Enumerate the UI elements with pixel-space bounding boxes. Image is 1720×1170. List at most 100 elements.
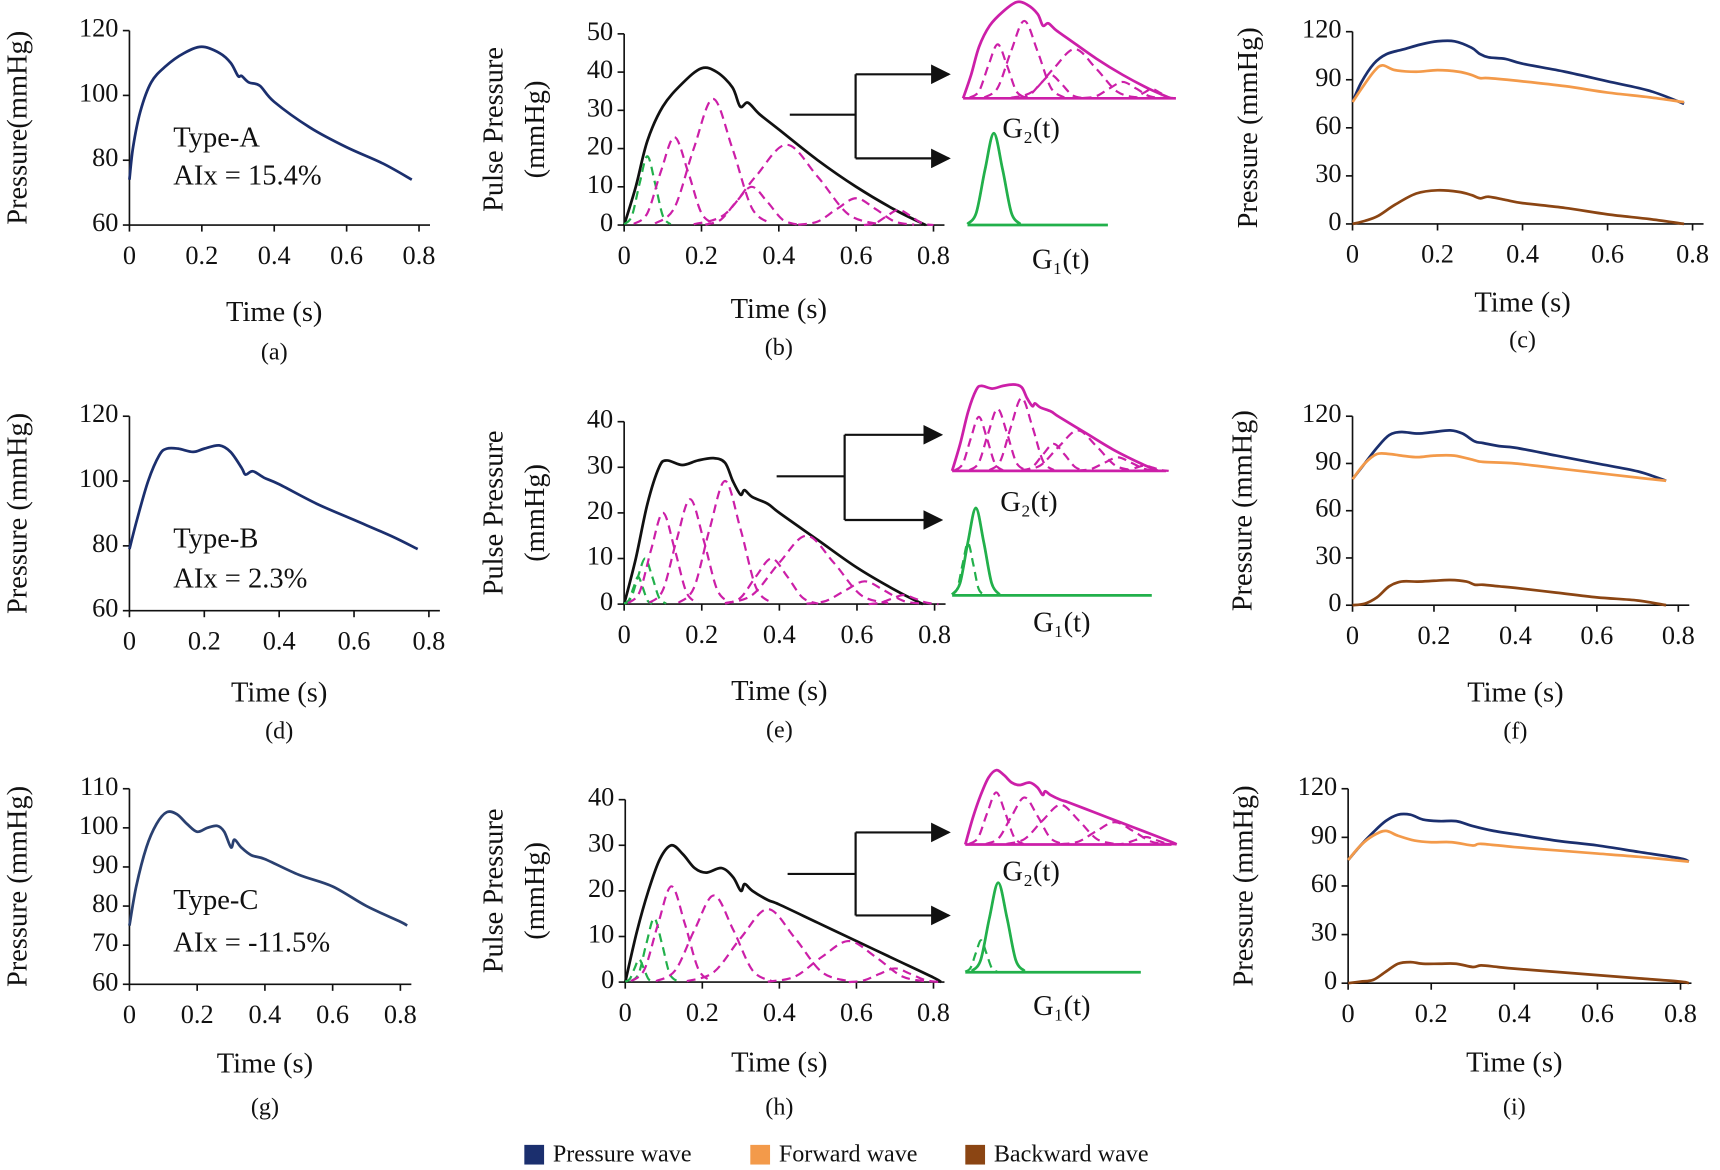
component-line [624,958,654,983]
inset-line [951,541,985,596]
y-tick-label: 0 [600,208,613,237]
y-tick-label: 0 [1328,588,1341,617]
line [623,843,942,984]
y-tick-label: 90 [1315,447,1341,476]
y-tick-label: 40 [587,55,613,84]
y-tick-label: 10 [588,920,614,949]
y-tick-label: 120 [1302,15,1341,44]
y-tick-label: 80 [92,529,118,558]
y-axis-label: Pressure (mmHg) [1233,27,1264,228]
inset-line [1006,803,1116,846]
annotation: Type-B [173,523,258,554]
y-tick-label: 90 [1315,63,1341,92]
y-tick-label: 20 [587,132,613,161]
y-tick-label: 80 [92,889,118,918]
component-line [705,185,799,226]
x-tick-label: 0.6 [840,998,873,1027]
y-tick-label: 120 [79,399,118,428]
inset-line [954,415,1004,472]
x-tick-label: 0.6 [338,627,371,656]
caption: (e) [766,717,793,743]
x-tick-label: 0 [1342,999,1355,1028]
component-line [627,511,699,605]
x-tick-label: 0.2 [188,627,221,656]
line [1351,428,1667,483]
component-line [724,534,889,605]
x-axis-label: Time (s) [231,677,327,708]
inset-label: G₂(t) [1002,857,1059,888]
inset-line [988,396,1055,471]
y-tick-label: 110 [80,772,119,801]
y-tick-label: 60 [92,594,118,623]
y-tick-label: 60 [92,967,118,996]
x-tick-label: 0.8 [1662,621,1695,650]
x-axis-label: Time (s) [1474,287,1570,318]
inset-line [969,43,1027,99]
y-tick-label: 40 [588,783,614,812]
caption: (a) [261,340,288,366]
y-tick-label: 120 [1298,772,1337,801]
inset-line [1127,87,1177,100]
x-tick-label: 0.2 [686,998,719,1027]
inset-line [1021,442,1087,472]
legend-label: Backward wave [994,1141,1149,1167]
component-line [654,97,772,225]
line [1347,812,1690,863]
x-tick-label: 0.8 [918,620,951,649]
caption: (g) [251,1094,279,1120]
component-line [724,557,819,605]
y-tick-label: 10 [587,542,613,571]
y-axis-label: Pressure(mmHg) [2,31,33,225]
x-tick-label: 0 [1346,240,1359,269]
y-tick-label: 20 [587,496,613,525]
inset-line [1021,429,1135,472]
x-tick-label: 0.8 [412,627,445,656]
inset-line [985,796,1064,845]
x-tick-label: 0 [123,241,136,270]
inset-line [970,881,1026,972]
y-tick-label: 30 [587,93,613,122]
y-tick-label: 100 [79,811,118,840]
component-line [863,208,934,227]
x-tick-label: 0.4 [763,998,796,1027]
x-tick-label: 0.8 [384,1000,417,1029]
y-tick-label: 30 [1311,918,1337,947]
x-tick-label: 0.4 [1506,240,1539,269]
line [128,810,408,927]
inset-line [1120,464,1169,472]
x-tick-label: 0 [618,620,631,649]
line [1351,39,1685,106]
y-tick-label: 70 [92,928,118,957]
component-line [848,967,942,984]
x-tick-label: 0.6 [840,241,873,270]
x-tick-label: 0.6 [316,1000,349,1029]
y-axis-label: Pressure (mmHg) [1229,785,1260,986]
x-tick-label: 0 [619,998,632,1027]
y-tick-label: 100 [79,78,118,107]
x-tick-label: 0.2 [685,241,718,270]
y-tick-label: 90 [1311,820,1337,849]
x-tick-label: 0 [618,241,631,270]
y-tick-label: 90 [92,850,118,879]
inset-line [983,19,1065,99]
y-tick-label: 30 [587,450,613,479]
x-tick-label: 0.4 [263,627,296,656]
x-tick-label: 0.6 [1591,240,1624,269]
inset-label: G₁(t) [1033,607,1090,638]
x-tick-label: 0.6 [841,620,874,649]
y-axis-label: Pressure (mmHg) [2,413,33,614]
caption: (h) [765,1094,793,1120]
inset-line [971,881,1026,972]
y-tick-label: 120 [79,14,118,43]
y-axis-label: Pressure (mmHg) [2,786,33,987]
line [622,66,927,227]
x-tick-label: 0 [123,627,136,656]
y-axis-label: Pulse Pressure [478,808,509,973]
inset-label: G₂(t) [1000,487,1057,518]
x-axis-label: Time (s) [731,676,827,707]
inset-label: G₁(t) [1032,245,1089,276]
x-tick-label: 0.8 [1676,240,1709,269]
x-tick-label: 0 [123,1000,136,1029]
inset-line [1114,835,1177,846]
